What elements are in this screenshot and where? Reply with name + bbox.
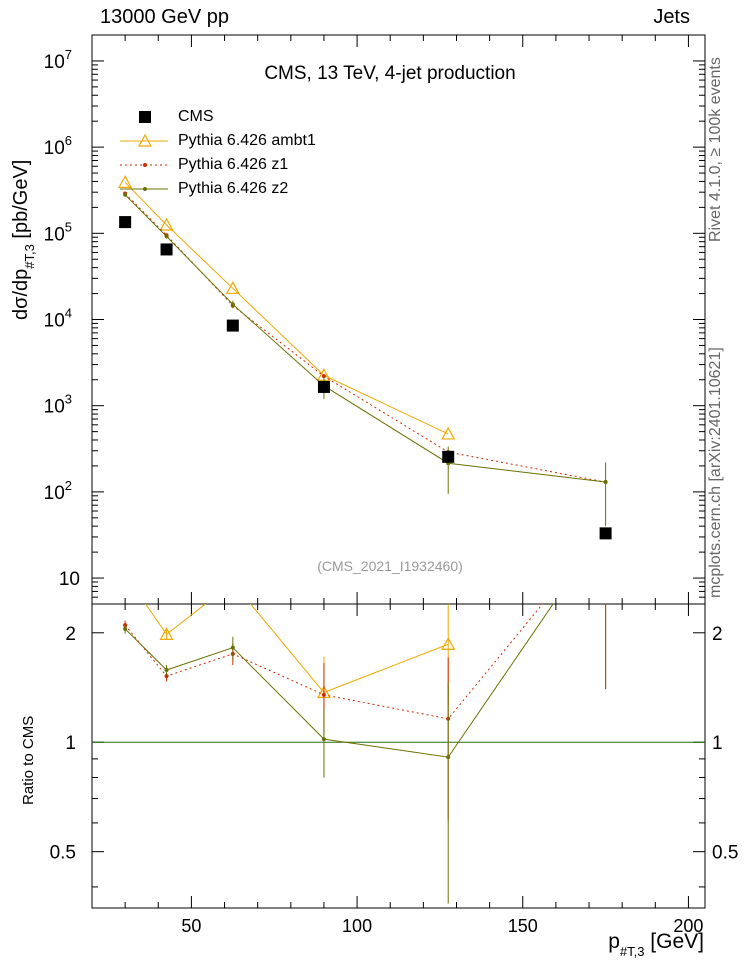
y-tick-label: 102 bbox=[44, 478, 72, 504]
ratio-point-ambt1 bbox=[159, 627, 174, 640]
x-tick-label: 100 bbox=[342, 916, 372, 936]
ratio-tick-label-right: 0.5 bbox=[712, 843, 738, 864]
series-line-z2 bbox=[124, 194, 606, 483]
data-point-ambt1 bbox=[441, 426, 456, 440]
ratio-panel-series bbox=[123, 577, 607, 904]
data-point-z2 bbox=[230, 302, 235, 307]
ratio-axis-label: Ratio to CMS bbox=[20, 715, 37, 805]
ratio-point-z2 bbox=[321, 737, 326, 742]
y-tick-label: 107 bbox=[44, 47, 72, 73]
series-line-z1 bbox=[124, 193, 606, 483]
chart-title: CMS, 13 TeV, 4-jet production bbox=[264, 63, 516, 84]
ratio-panel-frame bbox=[91, 603, 706, 909]
y-tick-label: 105 bbox=[44, 219, 72, 245]
data-point-ambt1 bbox=[118, 175, 133, 188]
x-tick-label: 50 bbox=[181, 916, 201, 936]
data-point-cms bbox=[119, 216, 132, 229]
x-tick-label: 200 bbox=[673, 916, 703, 936]
legend-marker-z1 bbox=[143, 163, 147, 167]
data-point-z2 bbox=[164, 234, 169, 239]
series-line-ambt1 bbox=[124, 182, 449, 435]
x-axis-label: p#T,3 [GeV] bbox=[608, 930, 704, 959]
data-point-cms bbox=[317, 380, 330, 393]
data-point-z2 bbox=[123, 192, 128, 197]
ratio-point-ambt1 bbox=[441, 636, 456, 650]
y-tick-label: 106 bbox=[44, 133, 72, 159]
process-label: 13000 GeV pp bbox=[100, 6, 229, 28]
analysis-tag: (CMS_2021_I1932460) bbox=[317, 558, 463, 574]
data-point-cms bbox=[160, 243, 173, 256]
ratio-point-z2 bbox=[230, 645, 235, 650]
data-point-cms bbox=[599, 527, 612, 540]
ratio-point-z2 bbox=[446, 755, 451, 760]
legend-label-z2: Pythia 6.426 z2 bbox=[178, 180, 289, 197]
legend-label-cms: CMS bbox=[178, 108, 214, 125]
y-tick-label: 10 bbox=[59, 569, 80, 590]
x-tick-label: 150 bbox=[508, 916, 538, 936]
ratio-tick-label-left: 2 bbox=[65, 624, 76, 645]
ratio-point-z1 bbox=[164, 674, 169, 679]
y-axis-label: dσ/dp#T,3 [pb/GeV] bbox=[10, 159, 37, 320]
ratio-point-ambt1 bbox=[227, 577, 239, 588]
data-point-z2 bbox=[603, 480, 608, 485]
rivet-version-label: Rivet 4.1.0, ≥ 100k events bbox=[707, 57, 724, 242]
y-axis-label-unit: [pb/GeV] bbox=[10, 159, 32, 239]
data-point-cms bbox=[226, 319, 239, 332]
ratio-tick-label-left: 1 bbox=[65, 733, 76, 754]
x-axis-label-sub: #T,3 bbox=[619, 944, 645, 959]
data-point-cms bbox=[442, 450, 455, 463]
legend-marker-ambt1 bbox=[137, 133, 153, 147]
ratio-line-z2 bbox=[124, 604, 554, 758]
ratio-point-z2 bbox=[123, 626, 128, 631]
legend-label-z1: Pythia 6.426 z1 bbox=[178, 156, 289, 173]
ratio-point-z2 bbox=[164, 668, 169, 673]
y-tick-label: 103 bbox=[44, 392, 72, 418]
data-point-ambt1 bbox=[159, 217, 174, 231]
ratio-line-ambt1 bbox=[145, 604, 449, 694]
ratio-tick-label-right: 1 bbox=[712, 733, 723, 754]
y-axis-label-main: dσ/dp bbox=[10, 268, 32, 320]
legend-label-ambt1: Pythia 6.426 ambt1 bbox=[178, 132, 316, 149]
ratio-tick-label-left: 0.5 bbox=[50, 843, 76, 864]
ratio-point-z1 bbox=[321, 692, 326, 697]
main-panel-series bbox=[118, 175, 612, 540]
legend-marker-z2 bbox=[143, 187, 147, 191]
mcplots-source-label: mcplots.cern.ch [arXiv:2401.10621] bbox=[707, 347, 724, 598]
x-axis-label-main: p bbox=[608, 930, 620, 953]
ratio-tick-label-right: 2 bbox=[712, 624, 723, 645]
data-point-ambt1 bbox=[225, 281, 240, 294]
y-tick-label: 104 bbox=[44, 306, 72, 332]
category-label: Jets bbox=[653, 6, 690, 28]
x-axis-label-unit: [GeV] bbox=[650, 930, 704, 953]
legend-marker-cms bbox=[139, 111, 151, 123]
ratio-line-z1 bbox=[124, 604, 544, 720]
y-axis-label-sub: #T,3 bbox=[22, 244, 37, 269]
